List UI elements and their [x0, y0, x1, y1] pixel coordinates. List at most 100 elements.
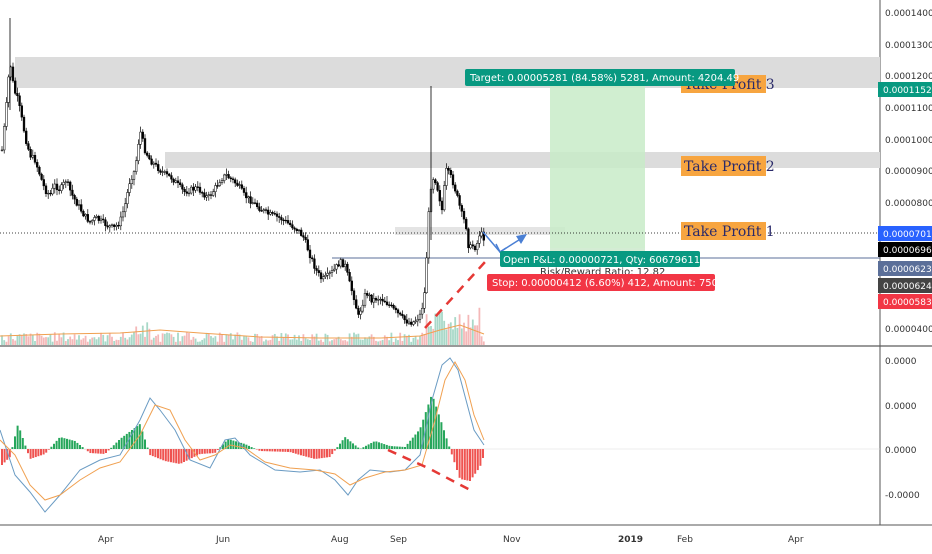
candle-body: [347, 264, 349, 272]
candle-body: [424, 293, 426, 309]
macd-hist-bar: [344, 437, 346, 449]
candle-body: [311, 258, 313, 259]
macd-hist-bar: [251, 447, 253, 449]
volume-bar: [294, 335, 296, 345]
volume-bar: [17, 336, 19, 345]
candle-body: [373, 298, 375, 302]
volume-bar: [309, 340, 311, 345]
price-tag-label: 0.00011525: [883, 86, 932, 96]
target-zone[interactable]: [550, 80, 645, 248]
macd-axis[interactable]: 0.00000.00000.0000-0.0000: [885, 357, 920, 501]
candle-body: [32, 155, 34, 157]
volume-bar: [89, 339, 91, 345]
candle-body: [303, 236, 305, 238]
volume-bar: [320, 340, 322, 345]
candle-body: [12, 67, 14, 81]
candle-body: [366, 293, 368, 295]
open-pnl-label[interactable]: Open P&L: 0.00000721, Qty: 60679611: [500, 251, 700, 267]
macd-hist-bar: [284, 449, 286, 452]
price-tag-label: 0.00007010: [883, 230, 932, 240]
candle-body: [74, 195, 76, 199]
volume-bar: [80, 340, 82, 345]
volume-bar: [76, 340, 78, 345]
candle-body: [120, 217, 122, 226]
volume-bar: [307, 339, 309, 345]
volume-bar: [419, 336, 421, 345]
macd-hist-bar: [66, 439, 68, 449]
candle-body: [386, 302, 388, 305]
candle-body: [448, 168, 450, 170]
macd-hist-bar: [370, 443, 372, 449]
time-axis-label: Jun: [215, 535, 230, 545]
macd-hist-bar: [446, 438, 448, 449]
candle-body: [369, 295, 371, 296]
macd-hist-bar: [43, 449, 45, 454]
candle-body: [281, 217, 283, 219]
macd-hist-bar: [321, 449, 323, 458]
volume-bar: [83, 338, 85, 345]
candle-body: [50, 193, 52, 194]
candle-body: [338, 265, 340, 266]
target-label[interactable]: Target: 0.00005281 (84.58%) 5281, Amount…: [465, 69, 739, 86]
macd-hist-bar: [170, 449, 172, 462]
macd-hist-bar: [95, 449, 97, 453]
volume-bar: [179, 341, 181, 345]
volume-bar: [259, 337, 261, 345]
candle-body: [314, 259, 316, 269]
candle-body: [388, 305, 390, 306]
macd-hist-bar: [199, 449, 201, 454]
macd-hist-bar: [464, 449, 466, 480]
macd-hist-bar: [326, 449, 328, 457]
candle-body: [472, 245, 474, 246]
price-tag-label: 0.00006239: [883, 265, 932, 275]
candle-body: [199, 187, 201, 192]
candle-body: [230, 178, 232, 179]
volume-bar: [107, 335, 109, 345]
candle-body: [256, 203, 258, 207]
volume-bar: [424, 334, 426, 345]
macd-hist-bar: [11, 447, 13, 449]
macd-hist-bar: [89, 449, 91, 453]
candle-body: [39, 167, 41, 174]
take-profit-1-label[interactable]: Take Profit 1: [681, 222, 775, 240]
candle-body: [285, 220, 287, 221]
candle-body: [283, 220, 285, 221]
volume-bar: [234, 335, 236, 345]
macd-hist-bar: [209, 449, 211, 453]
candle-body: [184, 189, 186, 192]
candle-body: [52, 188, 54, 194]
candle-body: [28, 144, 30, 150]
candle-body: [252, 203, 254, 204]
volume-bar: [274, 334, 276, 345]
macd-hist-bar: [162, 449, 164, 460]
macd-hist-bar: [373, 442, 375, 449]
volume-bar: [349, 333, 351, 345]
candle-body: [164, 172, 166, 173]
stop-label[interactable]: Stop: 0.00000412 (6.60%) 412, Amount: 75…: [487, 274, 718, 291]
candle-body: [47, 193, 49, 194]
volume-bar: [384, 335, 386, 345]
candle-body: [287, 220, 289, 223]
volume-bar: [479, 308, 481, 345]
volume-bar: [333, 339, 335, 345]
macd-hist-bar: [383, 444, 385, 449]
volume-bar: [362, 340, 364, 345]
volume-bar: [318, 341, 320, 345]
macd-hist-bar: [316, 449, 318, 459]
macd-hist-bar: [17, 426, 19, 449]
macd-hist-bar: [115, 443, 117, 449]
candle-body: [116, 225, 118, 226]
volume-bar: [452, 329, 454, 345]
volume-bar: [182, 336, 184, 345]
resistance-zone-1[interactable]: [395, 227, 565, 235]
volume-bar: [113, 341, 115, 345]
macd-hist-bar: [466, 449, 468, 480]
macd-hist-bar: [474, 449, 476, 474]
macd-hist-bar: [30, 449, 32, 459]
volume-bar: [454, 317, 456, 345]
volume-bar: [14, 341, 16, 345]
take-profit-2-label[interactable]: Take Profit 2: [681, 156, 775, 176]
volume-bar: [217, 342, 219, 345]
